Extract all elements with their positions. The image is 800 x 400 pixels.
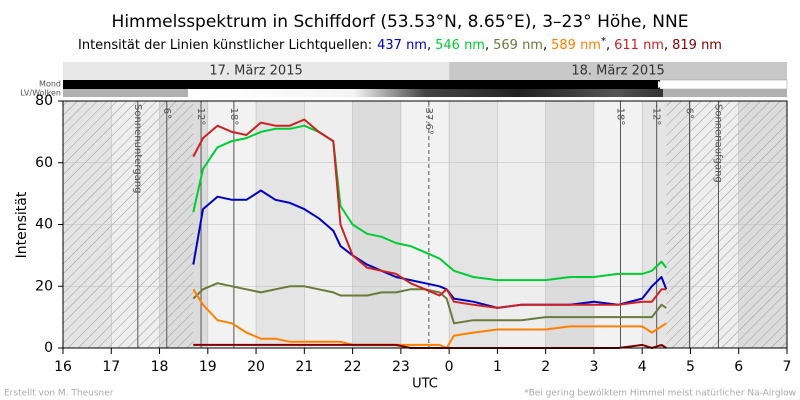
row-label: LV/Wolken bbox=[20, 89, 61, 98]
x-axis-label: UTC bbox=[412, 377, 438, 392]
cloud-bar bbox=[663, 89, 787, 97]
chart-title: Himmelsspektrum in Schiffdorf (53.53°N, … bbox=[112, 12, 689, 32]
x-tick-label: 18 bbox=[151, 359, 169, 375]
footnote-marker: * bbox=[601, 36, 606, 47]
plot-frame bbox=[62, 100, 788, 349]
x-tick-label: 2 bbox=[541, 359, 550, 375]
legend-entry: 819 nm bbox=[672, 38, 722, 53]
legend-separator: , bbox=[427, 38, 431, 53]
x-tick-label: 7 bbox=[783, 359, 792, 375]
moon-marker bbox=[658, 81, 665, 88]
series-line bbox=[192, 124, 668, 282]
legend-entry: 437 nm bbox=[377, 38, 427, 53]
legend-entry: 546 nm bbox=[435, 38, 485, 53]
x-tick-label: 17 bbox=[102, 359, 120, 375]
x-tick-label: 22 bbox=[344, 359, 362, 375]
moon-bar bbox=[63, 80, 660, 89]
cloud-bar bbox=[63, 89, 188, 97]
annotation-label: -12° bbox=[651, 104, 662, 125]
annotation-label: -12° bbox=[195, 104, 206, 125]
y-tick-label: 0 bbox=[44, 340, 53, 356]
x-tick-label: 0 bbox=[445, 359, 454, 375]
x-tick-label: 6 bbox=[734, 359, 743, 375]
x-tick-label: 1 bbox=[493, 359, 502, 375]
y-tick-label: 60 bbox=[35, 155, 53, 171]
footnote: *Bei gering bewölktem Himmel meist natür… bbox=[524, 389, 796, 399]
y-tick-label: 20 bbox=[35, 278, 53, 294]
series-line bbox=[192, 282, 667, 325]
legend-separator: , bbox=[606, 38, 610, 53]
x-tick-label: 20 bbox=[247, 359, 265, 375]
annotation-label: -18° bbox=[228, 104, 239, 125]
series-line bbox=[192, 288, 667, 349]
y-tick-label: 80 bbox=[35, 93, 53, 109]
series-line bbox=[192, 118, 667, 309]
legend-entry: 611 nm bbox=[614, 38, 664, 53]
legend-entry: 589 nm bbox=[551, 38, 601, 53]
moon-bar bbox=[659, 79, 788, 90]
chart-subtitle: Intensität der Linien künstlicher Lichtq… bbox=[78, 36, 722, 53]
x-tick-label: 23 bbox=[392, 359, 410, 375]
annotation-label: Sonnenaufgang bbox=[712, 104, 723, 183]
x-tick-label: 16 bbox=[54, 359, 72, 375]
date-label: 18. März 2015 bbox=[571, 64, 664, 79]
x-tick-label: 21 bbox=[295, 359, 313, 375]
legend-separator: , bbox=[485, 38, 489, 53]
annotation-label: -37.6° bbox=[423, 104, 434, 135]
annotation-label: -6° bbox=[684, 104, 695, 119]
x-tick-label: 19 bbox=[199, 359, 217, 375]
y-tick-label: 40 bbox=[35, 217, 53, 233]
x-tick-label: 4 bbox=[638, 359, 647, 375]
legend-separator: , bbox=[543, 38, 547, 53]
credit: Erstellt von M. Theusner bbox=[4, 389, 114, 399]
y-axis-label: Intensität bbox=[14, 191, 30, 258]
row-label: Mond bbox=[39, 80, 61, 89]
date-band bbox=[449, 62, 787, 80]
x-tick-label: 5 bbox=[686, 359, 695, 375]
date-band bbox=[63, 62, 450, 80]
cloud-bar bbox=[188, 89, 663, 97]
annotation-label: -6° bbox=[161, 104, 172, 119]
date-label: 17. März 2015 bbox=[209, 64, 302, 79]
legend-entry: 569 nm bbox=[493, 38, 543, 53]
annotation-label: -18° bbox=[614, 104, 625, 125]
legend-separator: , bbox=[664, 38, 668, 53]
x-tick-label: 3 bbox=[589, 359, 598, 375]
annotation-label: Sonnenuntergang bbox=[132, 104, 143, 193]
subtitle-text: Intensität der Linien künstlicher Lichtq… bbox=[78, 38, 372, 53]
